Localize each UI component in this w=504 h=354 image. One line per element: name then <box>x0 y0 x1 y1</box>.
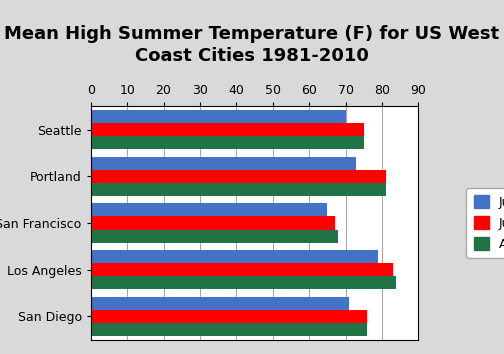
Bar <box>91 123 364 136</box>
Bar <box>91 217 335 229</box>
Bar <box>91 263 393 276</box>
Bar <box>91 157 356 170</box>
Bar <box>91 204 327 217</box>
Text: Mean High Summer Temperature (F) for US West
Coast Cities 1981-2010: Mean High Summer Temperature (F) for US … <box>5 24 499 65</box>
Bar <box>91 250 379 263</box>
Bar <box>91 276 397 289</box>
Bar <box>91 170 386 183</box>
Legend: June, July, August: June, July, August <box>466 188 504 258</box>
Bar <box>91 229 338 242</box>
Bar <box>91 310 367 323</box>
Bar <box>91 136 364 149</box>
Bar <box>91 110 346 123</box>
Bar <box>91 297 349 310</box>
Bar <box>91 183 386 196</box>
Bar <box>91 323 367 336</box>
